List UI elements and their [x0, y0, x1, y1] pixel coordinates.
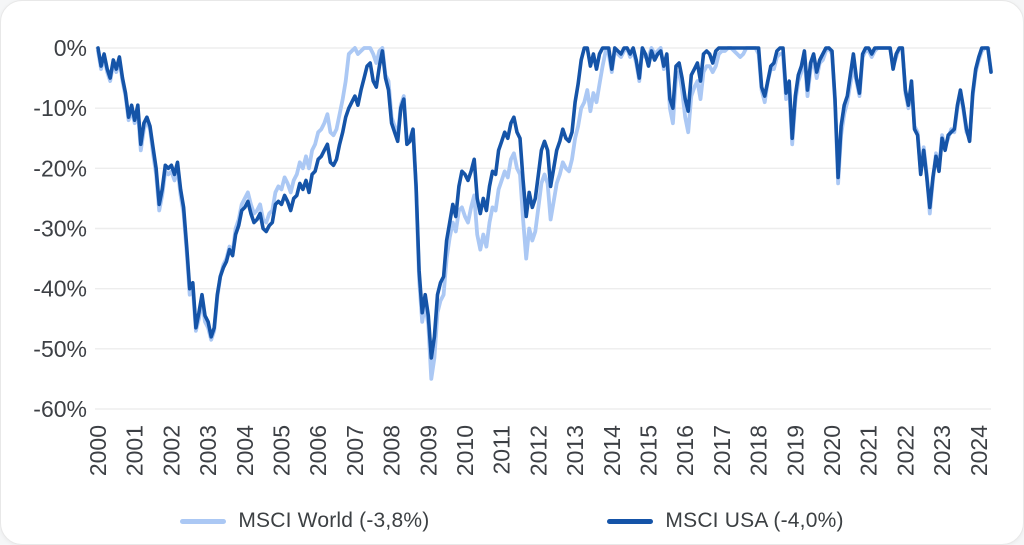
msci-world-line-swatch — [180, 518, 227, 524]
x-tick-label-2024: 2024 — [966, 425, 992, 476]
msci-usa-legend-label: MSCI USA (-4,0%) — [665, 509, 844, 532]
x-tick-label-2013: 2013 — [562, 425, 588, 476]
gridlines — [95, 47, 991, 410]
x-tick-label-2000: 2000 — [85, 425, 111, 476]
x-tick-label-2022: 2022 — [892, 425, 918, 476]
x-tick-label-2023: 2023 — [929, 425, 955, 476]
msci-world-legend-label: MSCI World (-3,8%) — [238, 509, 430, 532]
chart-legend: MSCI World (-3,8%) MSCI USA (-4,0%) — [1, 509, 1023, 533]
x-tick-label-2020: 2020 — [819, 425, 845, 476]
x-tick-label-2011: 2011 — [489, 425, 515, 474]
drawdown-chart: 0%-10%-20%-30%-40%-50%-60%2000 2001 2002 20… — [33, 35, 993, 476]
y-tick-label: -10% — [33, 95, 87, 121]
x-tick-label-2009: 2009 — [415, 425, 441, 476]
x-tick-label-2010: 2010 — [452, 425, 478, 476]
y-tick-label: -20% — [33, 155, 87, 181]
x-tick-label-2019: 2019 — [782, 425, 808, 476]
y-axis-tick-labels: 0% -10% -20% -30% -40% -50% -60% — [33, 35, 87, 422]
x-tick-label-2014: 2014 — [599, 425, 625, 476]
x-tick-label-2003: 2003 — [195, 425, 221, 476]
y-tick-label: -40% — [33, 276, 87, 302]
x-tick-label-2008: 2008 — [379, 425, 405, 476]
x-tick-label-2006: 2006 — [305, 425, 331, 476]
x-tick-label-2004: 2004 — [232, 425, 258, 476]
msci-usa-line — [96, 46, 993, 360]
x-tick-label-2007: 2007 — [342, 425, 368, 476]
y-tick-label: 0% — [54, 35, 87, 61]
msci-world-line — [96, 46, 993, 381]
x-tick-label-2015: 2015 — [635, 425, 661, 476]
legend-item-msci-usa: MSCI USA (-4,0%) — [607, 509, 843, 533]
y-tick-label: -60% — [33, 396, 87, 422]
x-tick-label-2021: 2021 — [856, 425, 882, 476]
x-tick-label-2018: 2018 — [746, 425, 772, 476]
msci-usa-line-swatch — [607, 518, 654, 524]
x-tick-label-2002: 2002 — [158, 425, 184, 476]
y-tick-label: -50% — [33, 336, 87, 362]
y-tick-label: -30% — [33, 216, 87, 242]
legend-item-msci-world: MSCI World (-3,8%) — [180, 509, 429, 533]
x-tick-label-2012: 2012 — [525, 425, 551, 476]
x-tick-label-2001: 2001 — [122, 425, 148, 476]
x-tick-label-2016: 2016 — [672, 425, 698, 476]
x-axis-tick-labels: 2000 2001 2002 2003 2004 2005 2006 2007 2008 2009… — [85, 425, 992, 476]
x-tick-label-2017: 2017 — [709, 425, 735, 476]
x-tick-label-2005: 2005 — [268, 425, 294, 476]
